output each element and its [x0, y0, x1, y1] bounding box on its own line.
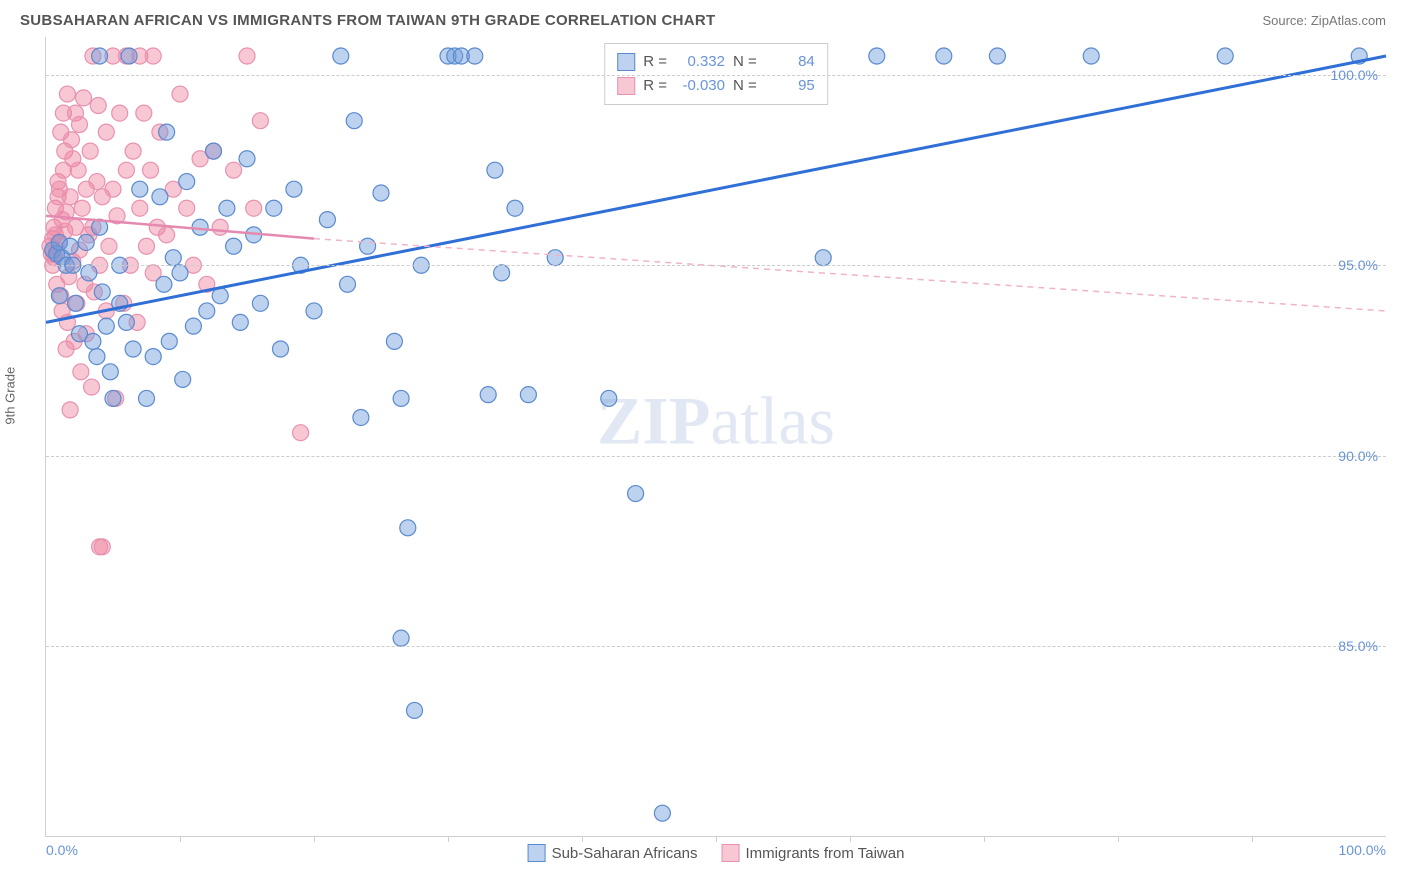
x-tick-max: 100.0% — [1339, 842, 1386, 858]
legend-row-pink: R = -0.030 N = 95 — [617, 74, 815, 98]
swatch-pink — [721, 844, 739, 862]
correlation-legend: R = 0.332 N = 84 R = -0.030 N = 95 — [604, 43, 828, 105]
swatch-pink — [617, 77, 635, 95]
n-value-pink: 95 — [765, 74, 815, 98]
n-label: N = — [733, 74, 757, 98]
legend-item-pink: Immigrants from Taiwan — [721, 844, 904, 862]
chart-plot-area: ZIPatlas R = 0.332 N = 84 R = -0.030 N =… — [45, 37, 1386, 837]
y-tick-label: 100.0% — [1331, 67, 1378, 83]
y-axis-label: 9th Grade — [3, 367, 18, 425]
chart-title: SUBSAHARAN AFRICAN VS IMMIGRANTS FROM TA… — [20, 12, 715, 29]
y-tick-label: 95.0% — [1338, 257, 1378, 273]
r-label: R = — [643, 74, 667, 98]
chart-source: Source: ZipAtlas.com — [1262, 13, 1386, 28]
r-label: R = — [643, 50, 667, 74]
series-label-blue: Sub-Saharan Africans — [552, 845, 698, 862]
legend-item-blue: Sub-Saharan Africans — [528, 844, 698, 862]
y-tick-label: 90.0% — [1338, 448, 1378, 464]
swatch-blue — [528, 844, 546, 862]
y-tick-label: 85.0% — [1338, 638, 1378, 654]
r-value-pink: -0.030 — [675, 74, 725, 98]
legend-row-blue: R = 0.332 N = 84 — [617, 50, 815, 74]
series-label-pink: Immigrants from Taiwan — [745, 845, 904, 862]
series-legend: Sub-Saharan Africans Immigrants from Tai… — [528, 844, 905, 862]
n-value-blue: 84 — [765, 50, 815, 74]
scatter-svg — [46, 37, 1386, 836]
n-label: N = — [733, 50, 757, 74]
chart-header: SUBSAHARAN AFRICAN VS IMMIGRANTS FROM TA… — [0, 0, 1406, 37]
r-value-blue: 0.332 — [675, 50, 725, 74]
x-tick-min: 0.0% — [46, 842, 78, 858]
swatch-blue — [617, 53, 635, 71]
